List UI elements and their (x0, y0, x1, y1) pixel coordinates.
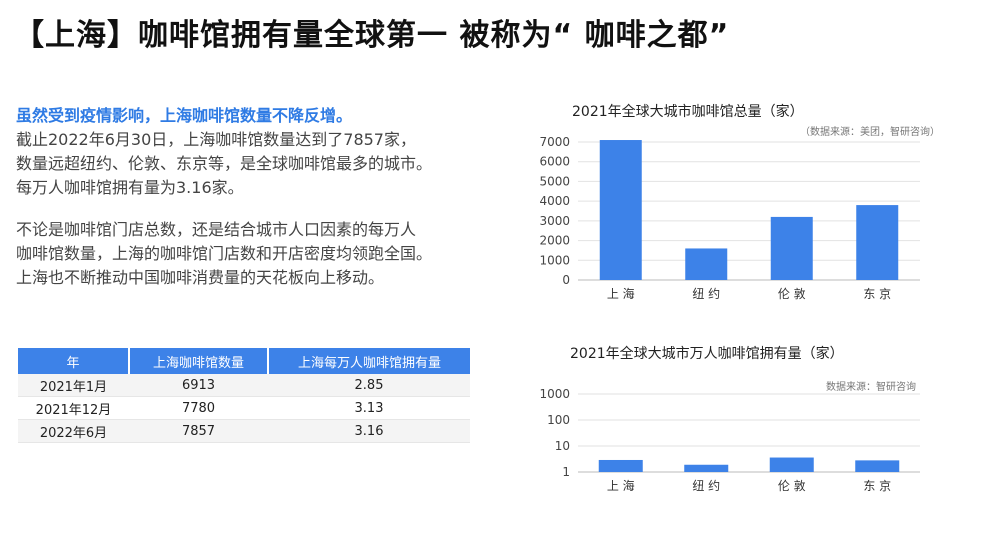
chart-cafes-per-10k: 1 10 100 1000 上 海 纽 约 伦 敦 东 京 (539, 387, 920, 493)
bar (770, 216, 813, 280)
y-tick-label: 1000 (539, 253, 570, 267)
bar (769, 457, 814, 472)
text-block: 虽然受到疫情影响，上海咖啡馆数量不降反增。 截止2022年6月30日，上海咖啡馆… (16, 104, 506, 290)
paragraph-1: 截止2022年6月30日，上海咖啡馆数量达到了7857家， 数量远超纽约、伦敦、… (16, 128, 506, 200)
x-tick-label: 纽 约 (692, 478, 720, 493)
table-cell: 2021年12月 (18, 396, 129, 420)
x-tick-label: 上 海 (607, 286, 635, 301)
data-table: 年 上海咖啡馆数量 上海每万人咖啡馆拥有量 2021年1月 6913 2.85 … (18, 348, 470, 443)
y-tick-label: 6000 (539, 155, 570, 169)
table-cell: 7780 (129, 396, 268, 420)
table-header-cell: 年 (18, 348, 130, 374)
bar (598, 459, 643, 472)
page-title: 【上海】咖啡馆拥有量全球第一 被称为“ 咖啡之都” (14, 18, 730, 53)
x-tick-label: 伦 敦 (778, 286, 806, 301)
x-tick-label: 东 京 (863, 287, 891, 301)
table-row: 2021年12月 7780 3.13 (18, 396, 470, 420)
y-tick-label: 7000 (539, 135, 570, 149)
y-tick-label: 1000 (539, 387, 570, 401)
paragraph-1-line: 每万人咖啡馆拥有量为3.16家。 (16, 178, 244, 197)
paragraph-2: 不论是咖啡馆门店总数，还是结合城市人口因素的每万人 咖啡馆数量，上海的咖啡馆门店… (16, 218, 506, 290)
y-tick-label: 1 (562, 465, 570, 479)
x-tick-label: 东 京 (863, 479, 891, 493)
bar (856, 205, 899, 280)
chart-1-title: 2021年全球大城市咖啡馆总量（家） (572, 104, 804, 120)
table-row: 2021年1月 6913 2.85 (18, 374, 470, 397)
table-cell: 2022年6月 (18, 419, 129, 443)
x-tick-label: 伦 敦 (778, 478, 806, 493)
table-cell: 3.13 (268, 396, 470, 420)
chart-2-source: 数据来源：智研咨询 (826, 382, 916, 393)
y-tick-label: 100 (547, 413, 570, 427)
paragraph-1-line: 截止2022年6月30日，上海咖啡馆数量达到了7857家， (16, 130, 416, 149)
table-cell: 3.16 (268, 419, 470, 443)
table-cell: 7857 (129, 419, 268, 443)
table-cell: 2021年1月 (18, 374, 129, 397)
paragraph-1-line: 数量远超纽约、伦敦、东京等，是全球咖啡馆最多的城市。 (16, 154, 433, 173)
y-tick-label: 2000 (539, 234, 570, 248)
y-tick-label: 5000 (539, 174, 570, 188)
table-row: 2022年6月 7857 3.16 (18, 419, 470, 443)
bar (685, 248, 728, 280)
chart-2-title: 2021年全球大城市万人咖啡馆拥有量（家） (570, 346, 844, 362)
chart-1-source: （数据来源：美团，智研咨询） (800, 127, 940, 138)
table-cell: 6913 (129, 374, 268, 397)
y-tick-label: 10 (555, 439, 570, 453)
table-header-cell: 上海咖啡馆数量 (129, 348, 269, 374)
bar (599, 140, 642, 280)
y-tick-label: 0 (562, 273, 570, 287)
paragraph-2-line: 上海也不断推动中国咖啡消费量的天花板向上移动。 (16, 268, 385, 287)
chart-total-cafes: 0 1000 2000 3000 4000 5000 6000 7000 上 海 纽 约 伦 敦 东 … (539, 135, 920, 301)
table-header-row: 年 上海咖啡馆数量 上海每万人咖啡馆拥有量 (18, 348, 470, 374)
bar (855, 460, 900, 472)
bar (684, 464, 729, 472)
table-cell: 2.85 (268, 374, 470, 397)
x-tick-label: 纽 约 (692, 286, 720, 301)
table-header-cell: 上海每万人咖啡馆拥有量 (268, 348, 470, 374)
y-tick-label: 4000 (539, 194, 570, 208)
highlight-text: 虽然受到疫情影响，上海咖啡馆数量不降反增。 (16, 106, 353, 125)
y-tick-label: 3000 (539, 214, 570, 228)
paragraph-2-line: 咖啡馆数量，上海的咖啡馆门店数和开店密度均领跑全国。 (16, 244, 433, 263)
x-tick-label: 上 海 (607, 478, 635, 493)
paragraph-2-line: 不论是咖啡馆门店总数，还是结合城市人口因素的每万人 (16, 220, 417, 239)
